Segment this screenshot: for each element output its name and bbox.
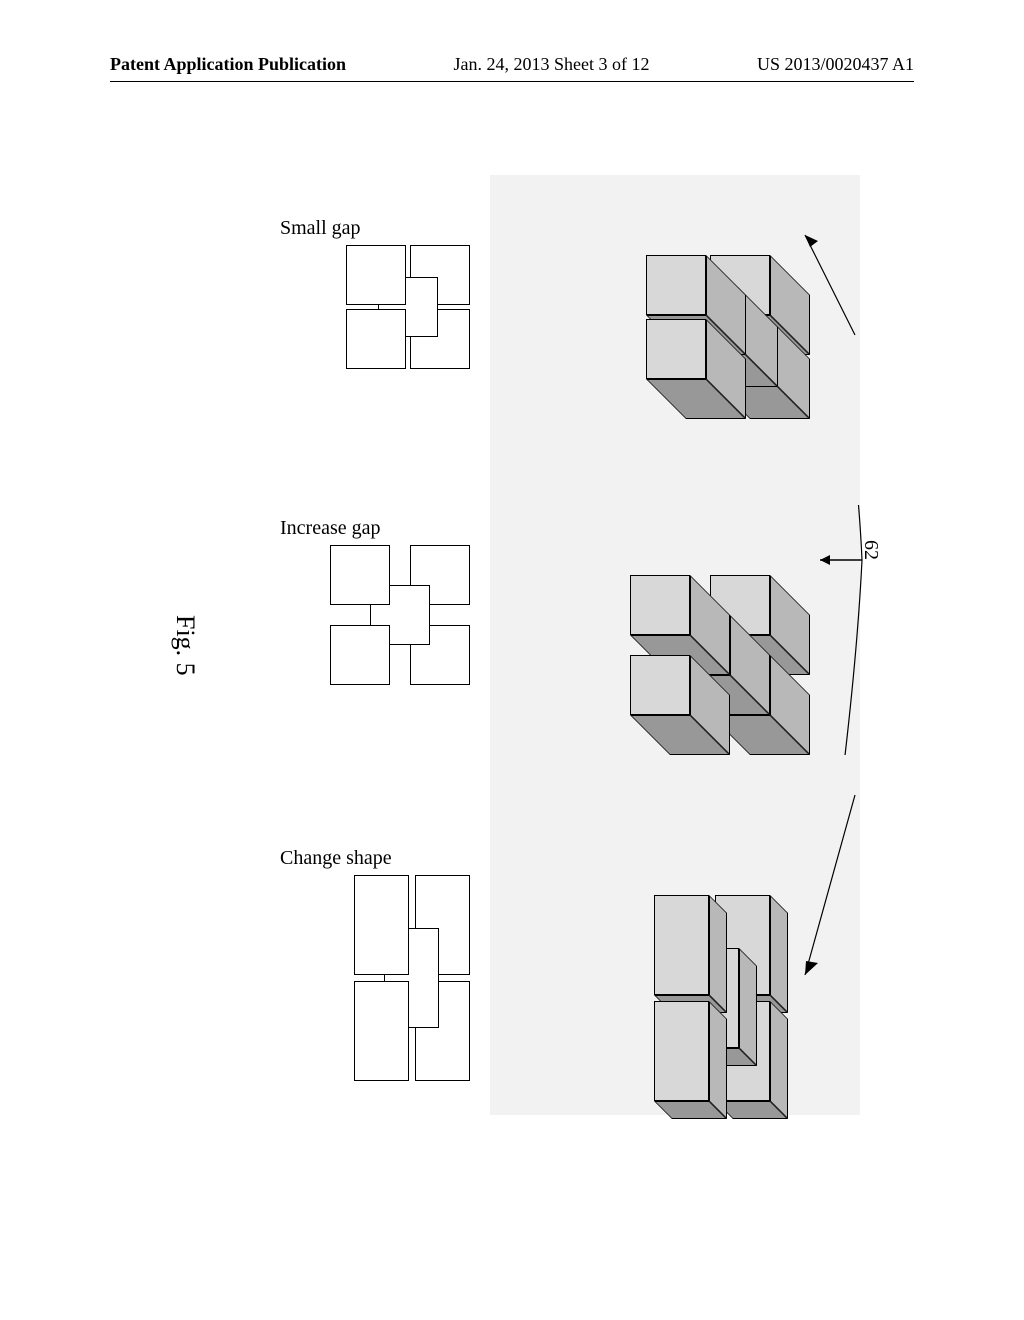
header-right: US 2013/0020437 A1 (757, 54, 914, 75)
figure-rotated-container: 62 Small gapIncrease gapChange shape Fig… (20, 265, 1000, 1025)
reference-arrow (800, 505, 880, 755)
grid-cell (346, 245, 406, 305)
cube-front (646, 319, 706, 379)
cube-front (630, 575, 690, 635)
variant-label: Increase gap (280, 517, 460, 540)
brace-right (790, 775, 860, 1035)
page: Patent Application Publication Jan. 24, … (0, 0, 1024, 1320)
cube-top (709, 1001, 727, 1119)
cube-top (770, 895, 788, 1013)
grid-cell (330, 625, 390, 685)
grid-cell (330, 545, 390, 605)
header-left: Patent Application Publication (110, 54, 346, 75)
variant-label: Small gap (280, 217, 460, 240)
cube-front (646, 255, 706, 315)
figure-caption: Fig. 5 (170, 615, 200, 676)
header-rule (110, 81, 914, 82)
grid-cell (346, 309, 406, 369)
cube-top (770, 1001, 788, 1119)
page-header: Patent Application Publication Jan. 24, … (0, 54, 1024, 82)
grid-cell (354, 875, 409, 975)
cube-top (709, 895, 727, 1013)
flat-panel: Small gap Increase gap Change shape (230, 175, 490, 1115)
cube-front (654, 1001, 709, 1101)
variant-label: Change shape (280, 847, 460, 870)
brace-left (790, 215, 860, 395)
cube-top (740, 948, 758, 1066)
cube-front (654, 895, 709, 995)
figure: 62 Small gapIncrease gapChange shape Fig… (130, 155, 890, 1135)
grid-cell (354, 981, 409, 1081)
header-center: Jan. 24, 2013 Sheet 3 of 12 (454, 54, 650, 75)
cube-front (630, 655, 690, 715)
